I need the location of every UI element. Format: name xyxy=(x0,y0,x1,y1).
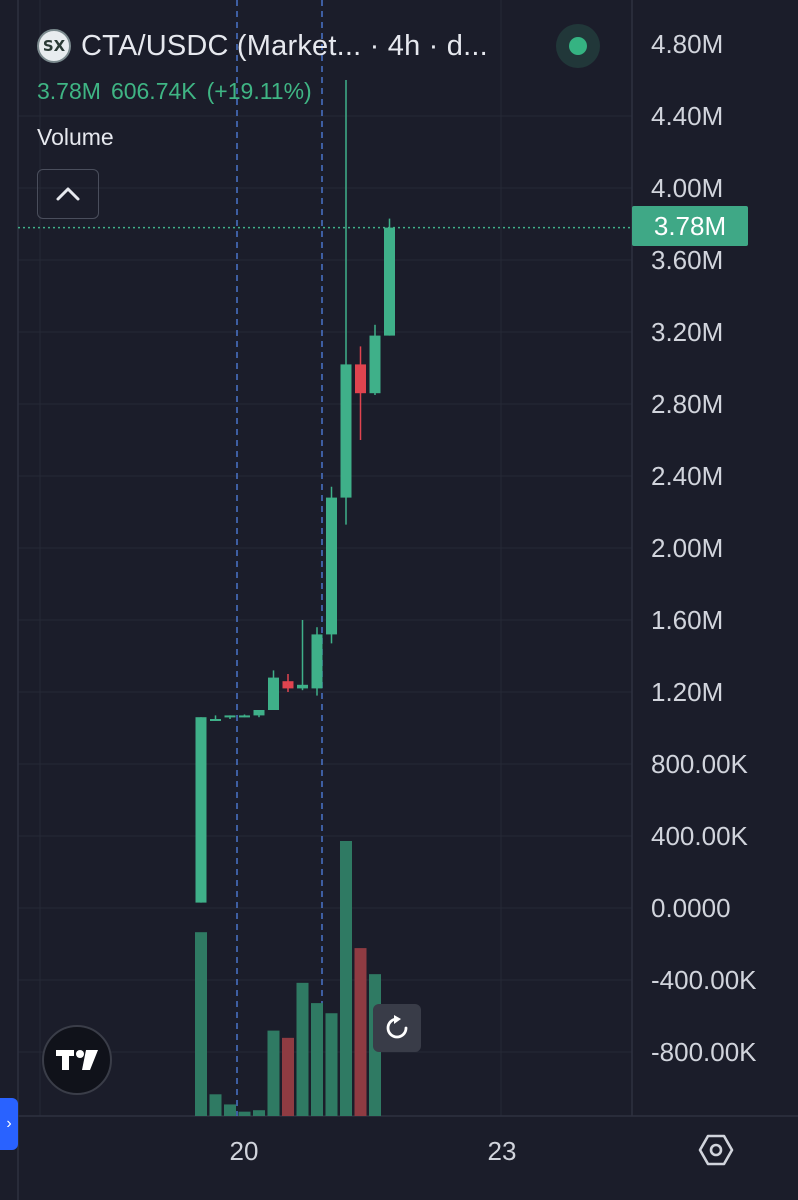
time-axis[interactable]: 20 23 xyxy=(230,1136,517,1166)
symbol-title[interactable]: CTA/USDC (Market... · 4h · d... xyxy=(81,29,488,62)
price-tick-label: 800.00K xyxy=(651,749,749,779)
current-price-label: 3.78M xyxy=(632,206,748,246)
price-tick-label: 3.20M xyxy=(651,317,723,347)
price-tick-label: 1.20M xyxy=(651,677,723,707)
reset-icon xyxy=(386,1015,408,1039)
candle-body xyxy=(224,715,236,718)
volume-indicator-label[interactable]: Volume xyxy=(37,124,114,150)
candle-body xyxy=(384,227,395,336)
market-status-indicator[interactable] xyxy=(556,24,600,68)
volume-bar xyxy=(209,1094,222,1116)
price-tick-label: 4.40M xyxy=(651,101,723,131)
last-price: 3.78M xyxy=(37,78,101,104)
symbol-header[interactable]: SX CTA/USDC (Market... · 4h · d... xyxy=(37,24,488,68)
price-tick-label: -800.00K xyxy=(651,1037,757,1067)
time-tick-label: 23 xyxy=(488,1136,517,1166)
candlestick-series xyxy=(195,80,395,903)
chart-grid xyxy=(17,0,798,1200)
collapse-legend-button[interactable] xyxy=(37,169,99,219)
price-tick-label: 4.80M xyxy=(651,29,723,59)
volume-bar xyxy=(224,1104,236,1116)
token-logo-icon: SX xyxy=(37,29,71,63)
volume-bar xyxy=(325,1013,338,1116)
candle-body xyxy=(210,719,221,721)
chart-settings-button[interactable] xyxy=(696,1130,736,1170)
candle-body xyxy=(355,364,366,394)
chevron-right-icon: › xyxy=(6,1115,12,1132)
candle-body xyxy=(340,364,352,498)
settings-icon xyxy=(698,1134,734,1166)
volume-bar xyxy=(354,948,367,1116)
volume-bar xyxy=(340,841,352,1116)
volume-bar xyxy=(296,982,309,1116)
price-tick-label: 2.80M xyxy=(651,389,723,419)
tradingview-logo-icon[interactable] xyxy=(42,1025,112,1095)
candle-body xyxy=(369,335,381,394)
candle-body xyxy=(195,717,207,903)
price-tick-label: 400.00K xyxy=(651,821,749,851)
candle-body xyxy=(282,681,294,689)
price-tick-label: -400.00K xyxy=(651,965,757,995)
time-tick-label: 20 xyxy=(230,1136,259,1166)
chevron-up-icon xyxy=(56,187,80,201)
candle-body xyxy=(311,634,323,689)
side-panel-toggle[interactable]: › xyxy=(0,1098,18,1150)
volume-bar xyxy=(253,1110,265,1116)
price-tick-label: 4.00M xyxy=(651,173,723,203)
price-change: 606.74K xyxy=(110,78,197,104)
price-axis[interactable]: 4.80M 4.40M 4.00M 3.60M 3.20M 2.80M 2.40M 2.00M… xyxy=(651,29,757,1067)
session-break-lines xyxy=(236,0,323,1116)
volume-bar xyxy=(311,1003,323,1116)
price-tick-label: 2.00M xyxy=(651,533,723,563)
price-tick-label: 2.40M xyxy=(651,461,723,491)
volume-bar xyxy=(195,932,207,1116)
price-tick-label: 3.60M xyxy=(651,245,723,275)
candle-body xyxy=(326,497,337,635)
volume-bar xyxy=(282,1037,294,1116)
candle-body xyxy=(253,710,265,716)
price-tick-label: 0.0000 xyxy=(651,893,731,923)
volume-bars xyxy=(195,841,381,1116)
candle-body xyxy=(297,684,308,689)
price-change-percent: (+19.11%) xyxy=(206,78,312,104)
ohlc-readout: 3.78M 606.74K (+19.11%) xyxy=(37,78,322,105)
candle-body xyxy=(239,715,250,718)
reset-chart-button[interactable] xyxy=(373,1004,421,1052)
price-tick-label: 1.60M xyxy=(651,605,723,635)
candle-body xyxy=(268,677,279,710)
volume-bar xyxy=(267,1030,280,1116)
volume-bar xyxy=(238,1111,251,1116)
status-dot-icon xyxy=(569,37,587,55)
